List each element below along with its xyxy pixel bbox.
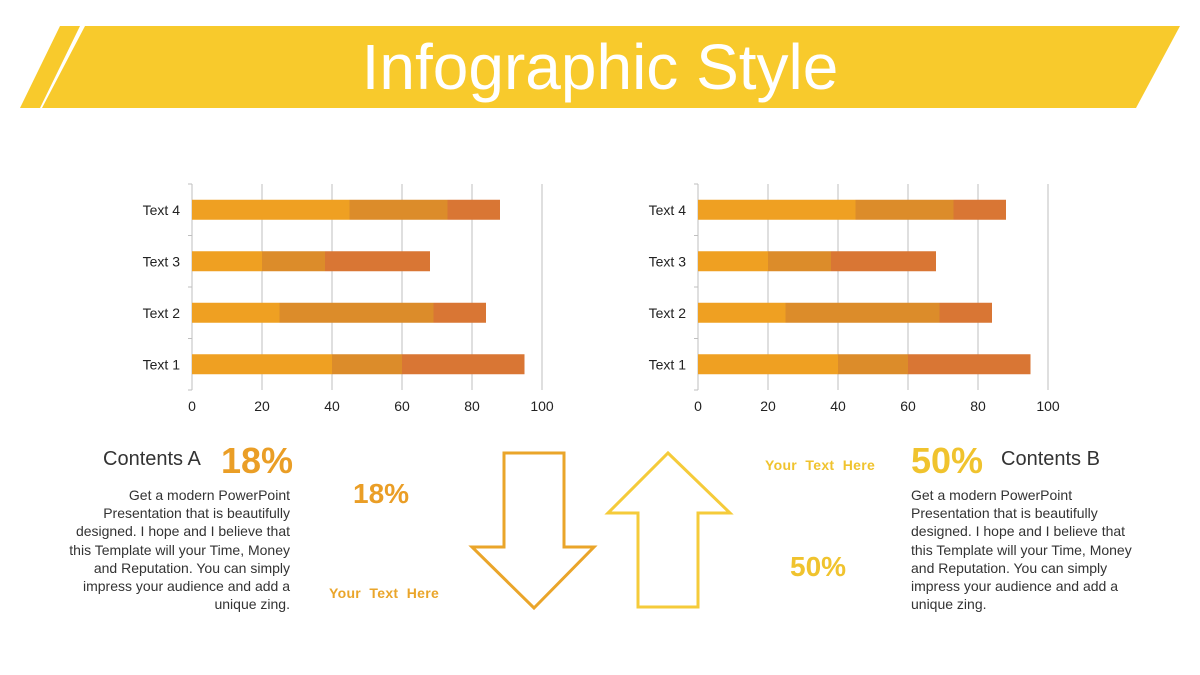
- arrows-graphic: [468, 450, 734, 611]
- down-percent: 18%: [353, 478, 410, 509]
- category-label: Text 1: [649, 356, 687, 372]
- bar-segment: [262, 251, 325, 272]
- bar-segment: [831, 251, 936, 272]
- contents-b-body: Get a modern PowerPoint Presentation tha…: [911, 487, 1132, 613]
- contents-b-title: Contents B: [1001, 448, 1100, 470]
- bar-segment: [698, 302, 786, 323]
- header-banner: Infographic Style: [0, 0, 1200, 120]
- bar-segment: [433, 302, 486, 323]
- bar-segment: [192, 251, 262, 272]
- arrow-down-icon: [468, 451, 598, 611]
- contents-a-title: Contents A: [103, 448, 201, 470]
- bar-segment: [838, 354, 908, 375]
- x-tick-label: 80: [464, 398, 480, 414]
- bar-segment: [698, 251, 768, 272]
- banner-stripe: [20, 26, 80, 108]
- contents-a-percent: 18%: [221, 440, 294, 481]
- x-tick-label: 0: [694, 398, 702, 414]
- x-tick-label: 100: [1036, 398, 1060, 414]
- page-title: Infographic Style: [361, 31, 839, 103]
- bar-segment: [698, 354, 838, 375]
- x-tick-label: 20: [254, 398, 270, 414]
- x-tick-label: 60: [900, 398, 916, 414]
- category-label: Text 2: [143, 305, 181, 321]
- bar-segment: [908, 354, 1031, 375]
- x-tick-label: 40: [324, 398, 340, 414]
- bar-segment: [192, 199, 350, 220]
- banner-shape: [20, 26, 1180, 108]
- chart-left: Text 1 Text 2 Text 3 Text 4 0 20 40 60 80 100: [143, 183, 554, 414]
- x-tick-label: 0: [188, 398, 196, 414]
- x-tick-label: 20: [760, 398, 776, 414]
- bar-segment: [785, 302, 940, 323]
- category-label: Text 4: [143, 202, 181, 218]
- bar-segment: [855, 199, 954, 220]
- chart-right: Text 1 Text 2 Text 3 Text 4 0 20 40 60 80 100: [649, 183, 1060, 414]
- bar-segment: [349, 199, 448, 220]
- category-label: Text 4: [649, 202, 687, 218]
- bar-segment: [768, 251, 831, 272]
- bar-segment: [279, 302, 434, 323]
- bar-segment: [953, 199, 1006, 220]
- contents-b-percent: 50%: [911, 440, 984, 481]
- bar-segment: [332, 354, 402, 375]
- bar-segment: [402, 354, 525, 375]
- x-tick-label: 100: [530, 398, 554, 414]
- category-label: Text 3: [143, 253, 181, 269]
- bar-segment: [325, 251, 430, 272]
- contents-a-body: Get a modern PowerPoint Presentation tha…: [69, 487, 290, 613]
- up-caption: Your Text Here: [765, 457, 876, 473]
- category-label: Text 3: [649, 253, 687, 269]
- bar-segment: [939, 302, 992, 323]
- banner-band: [42, 26, 1180, 108]
- x-tick-label: 80: [970, 398, 986, 414]
- x-tick-label: 40: [830, 398, 846, 414]
- up-percent: 50%: [790, 551, 847, 582]
- down-caption: Your Text Here: [329, 585, 440, 601]
- bar-segment: [447, 199, 500, 220]
- category-label: Text 2: [649, 305, 687, 321]
- arrow-up-icon: [604, 450, 734, 609]
- bar-segment: [192, 302, 280, 323]
- bar-segment: [192, 354, 332, 375]
- category-label: Text 1: [143, 356, 181, 372]
- bar-segment: [698, 199, 856, 220]
- x-tick-label: 60: [394, 398, 410, 414]
